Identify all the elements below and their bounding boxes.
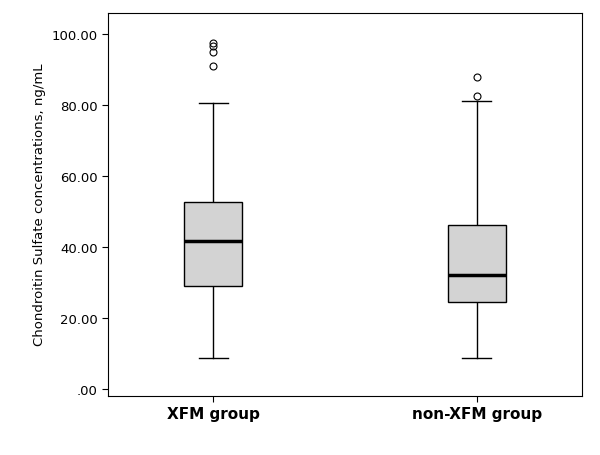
FancyBboxPatch shape	[184, 203, 242, 286]
Y-axis label: Chondroitin Sulfate concentrations, ng/mL: Chondroitin Sulfate concentrations, ng/m…	[33, 64, 46, 346]
FancyBboxPatch shape	[448, 226, 506, 302]
